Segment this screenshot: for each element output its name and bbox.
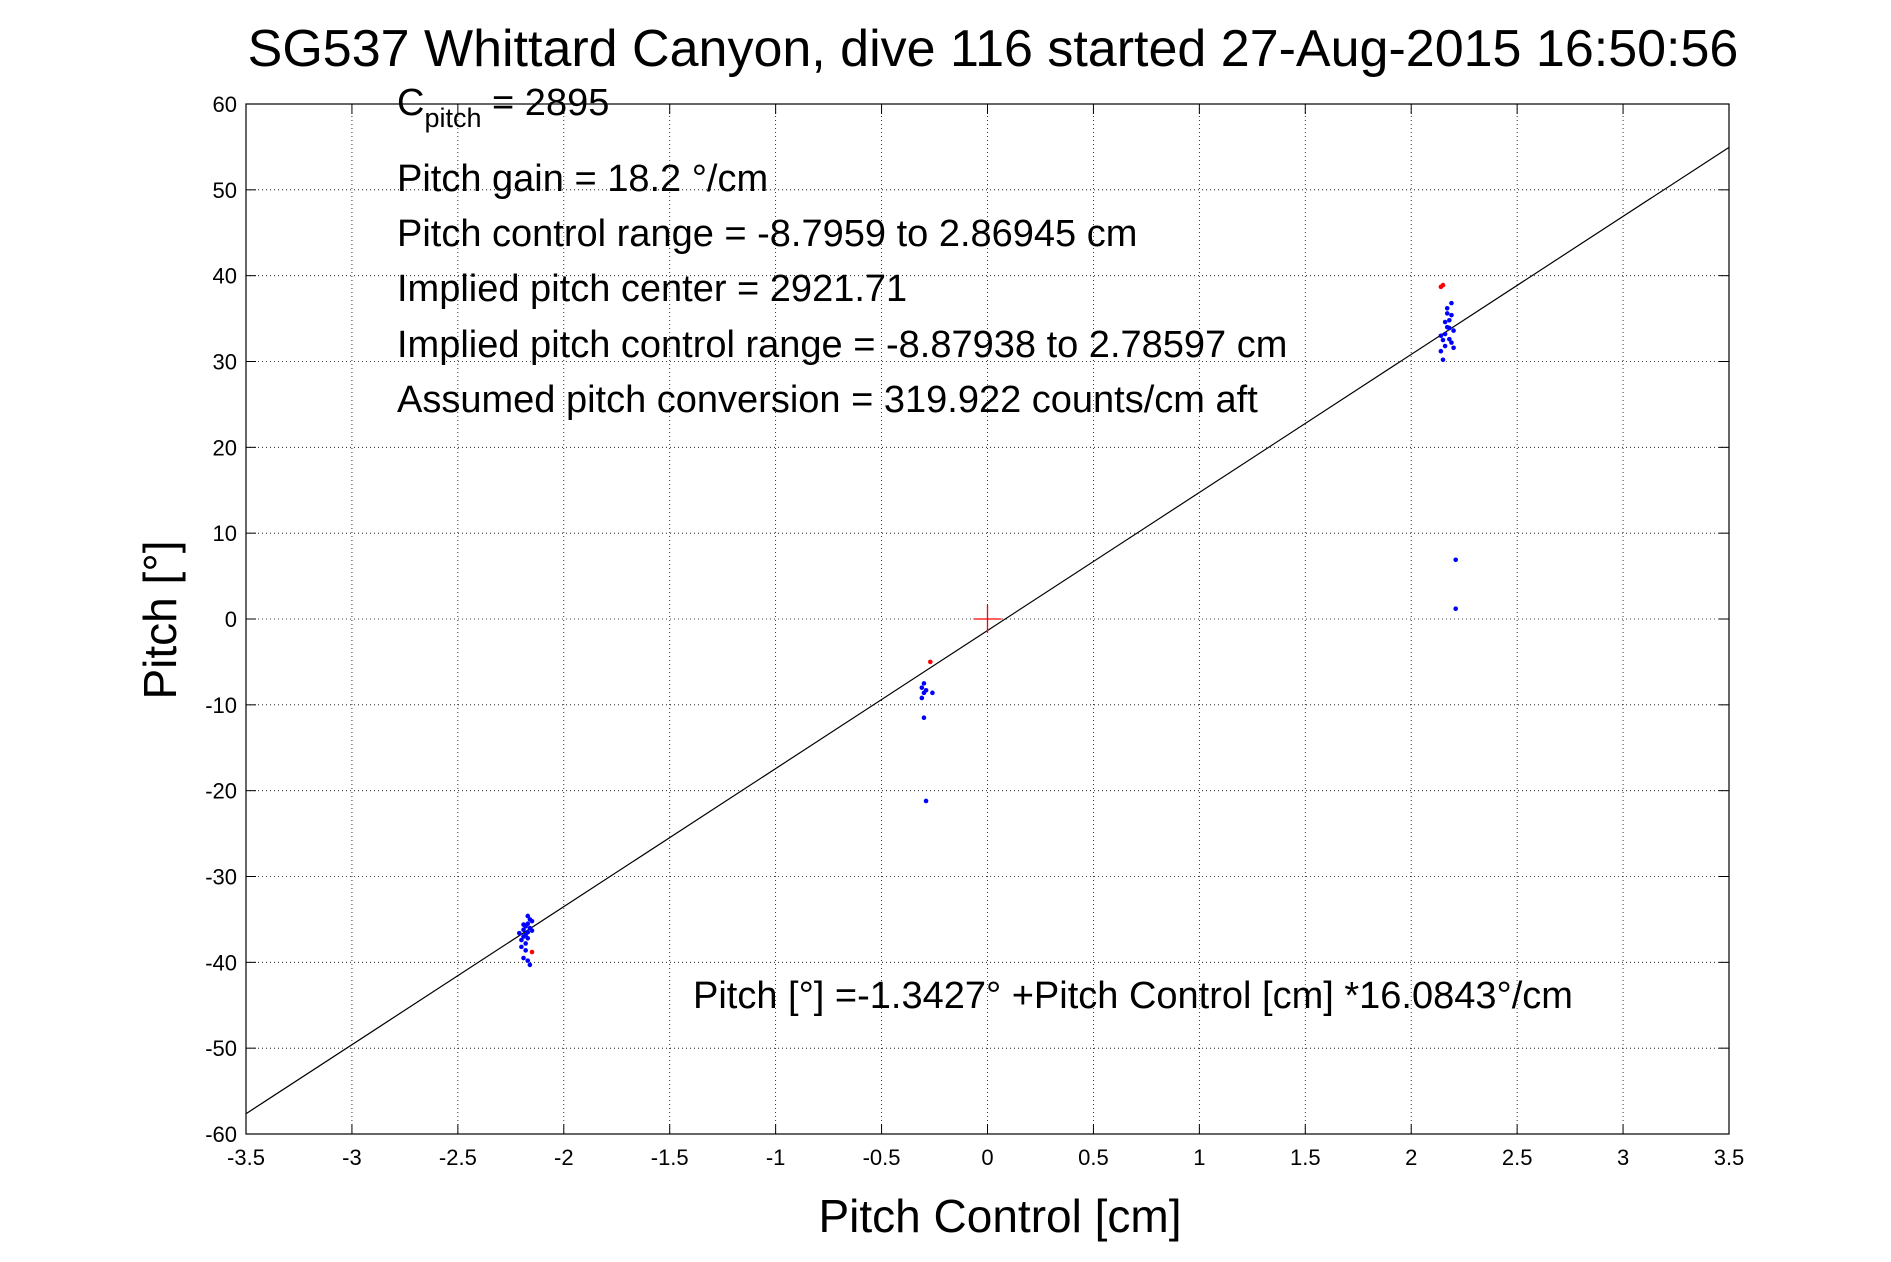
x-tick-label: 1 xyxy=(1193,1145,1205,1170)
x-tick-label: 3.5 xyxy=(1714,1145,1745,1170)
data-points xyxy=(516,282,1459,968)
good-data-point xyxy=(1444,305,1450,311)
plot-area: -3.5 -3 -2.5 -2 -1.5 -1 -0.5 0 0.5 1 1.5 2 2.5 3 3.5 6… xyxy=(205,92,1744,1170)
y-tick-label: 40 xyxy=(213,264,237,289)
good-data-point xyxy=(529,918,535,924)
annotation-implied-control-range: Implied pitch control range = -8.87938 t… xyxy=(397,324,1287,366)
x-tick-label: -1.5 xyxy=(651,1145,689,1170)
good-data-point xyxy=(1449,340,1454,345)
good-data-point xyxy=(930,690,935,696)
good-data-point xyxy=(516,930,522,936)
good-data-point xyxy=(1449,312,1454,318)
good-data-point xyxy=(919,695,925,701)
good-data-point xyxy=(1447,318,1452,323)
bad-data-point xyxy=(927,659,933,665)
x-tick-label: -1 xyxy=(766,1145,786,1170)
y-tick-label: -10 xyxy=(205,693,237,718)
y-tick-label: 0 xyxy=(225,607,237,632)
good-data-point xyxy=(1453,557,1459,563)
y-tick-label: -20 xyxy=(205,779,237,804)
x-tick-label: -2.5 xyxy=(439,1145,477,1170)
x-tick-label: 0 xyxy=(981,1145,993,1170)
x-axis-title: Pitch Control [cm] xyxy=(819,1190,1182,1242)
good-data-point xyxy=(1453,606,1459,611)
x-tick-label: -3.5 xyxy=(227,1145,265,1170)
bad-data-point xyxy=(1438,284,1444,290)
good-data-point xyxy=(1440,357,1446,363)
x-tick-label: -0.5 xyxy=(863,1145,901,1170)
y-axis-title: Pitch [°] xyxy=(134,540,186,699)
good-data-point xyxy=(525,913,531,919)
good-data-point xyxy=(523,941,528,946)
y-tick-label: 20 xyxy=(213,435,237,460)
y-tick-label: 50 xyxy=(213,178,237,203)
x-axis-ticks: -3.5 -3 -2.5 -2 -1.5 -1 -0.5 0 0.5 1 1.5 2 2.5 3 3.5 xyxy=(227,104,1744,1170)
y-tick-label: 10 xyxy=(213,521,237,546)
good-data-point xyxy=(519,944,524,950)
good-data-point xyxy=(525,921,531,927)
good-data-point xyxy=(521,955,526,961)
y-tick-label: 30 xyxy=(213,350,237,375)
good-data-point xyxy=(921,715,927,721)
pitch-center-marker xyxy=(973,605,1002,633)
good-data-point xyxy=(1451,345,1456,351)
good-data-point xyxy=(523,932,528,938)
y-tick-label: -30 xyxy=(205,865,237,890)
good-data-point xyxy=(525,958,531,963)
x-tick-label: 1.5 xyxy=(1290,1145,1321,1170)
bad-data-point xyxy=(529,949,535,955)
good-data-point xyxy=(527,962,533,968)
good-data-point xyxy=(523,948,528,953)
annotation-c-pitch-value: = 2895 xyxy=(482,82,610,124)
good-data-point xyxy=(1438,333,1444,339)
good-data-point xyxy=(521,927,526,933)
x-tick-label: -2 xyxy=(554,1145,574,1170)
annotation-c-pitch-sub: pitch xyxy=(424,103,481,133)
good-data-point xyxy=(919,685,925,690)
x-tick-label: 2.5 xyxy=(1502,1145,1533,1170)
annotation-c-pitch-base: C xyxy=(397,82,424,124)
good-data-point xyxy=(519,937,524,943)
good-data-point xyxy=(1451,328,1456,333)
good-data-point xyxy=(1442,331,1448,337)
good-data-point xyxy=(923,687,929,693)
good-data-point xyxy=(1440,337,1446,343)
y-axis-ticks: 60 50 40 30 20 10 0 -10 -20 -30 -40 -50 -60 xyxy=(205,92,1729,1147)
x-tick-label: 0.5 xyxy=(1078,1145,1109,1170)
x-tick-label: 3 xyxy=(1617,1145,1629,1170)
y-tick-label: -40 xyxy=(205,950,237,975)
plot-frame xyxy=(245,103,1730,1135)
annotation-pitch-conversion: Assumed pitch conversion = 319.922 count… xyxy=(397,379,1258,421)
x-tick-label: 2 xyxy=(1405,1145,1417,1170)
good-data-point xyxy=(923,798,929,804)
good-data-point xyxy=(529,928,535,933)
annotation-pitch-gain: Pitch gain = 18.2 °/cm xyxy=(397,158,768,200)
fit-equation: Pitch [°] =-1.3427° +Pitch Control [cm] … xyxy=(693,975,1573,1017)
y-tick-label: 60 xyxy=(213,92,237,117)
chart-title: SG537 Whittard Canyon, dive 116 started … xyxy=(248,20,1739,78)
annotation-implied-pitch-center: Implied pitch center = 2921.71 xyxy=(397,268,907,310)
good-data-point xyxy=(1449,300,1454,306)
y-tick-label: -50 xyxy=(205,1036,237,1061)
good-data-point xyxy=(1447,325,1452,331)
good-data-point xyxy=(1442,319,1448,325)
calibration-annotations: Cpitch = 2895 Pitch gain = 18.2 °/cm Pit… xyxy=(397,82,1287,421)
good-data-point xyxy=(1438,348,1444,354)
good-data-point xyxy=(1447,336,1452,342)
annotation-pitch-control-range: Pitch control range = -8.7959 to 2.86945… xyxy=(397,213,1137,255)
good-data-point xyxy=(1442,343,1448,349)
y-tick-label: -60 xyxy=(205,1122,237,1147)
x-tick-label: -3 xyxy=(342,1145,362,1170)
good-data-point xyxy=(921,681,927,686)
good-data-point xyxy=(1444,311,1450,316)
good-data-point xyxy=(525,936,531,941)
good-data-point xyxy=(521,922,526,927)
annotation-c-pitch: Cpitch = 2895 xyxy=(397,82,609,133)
